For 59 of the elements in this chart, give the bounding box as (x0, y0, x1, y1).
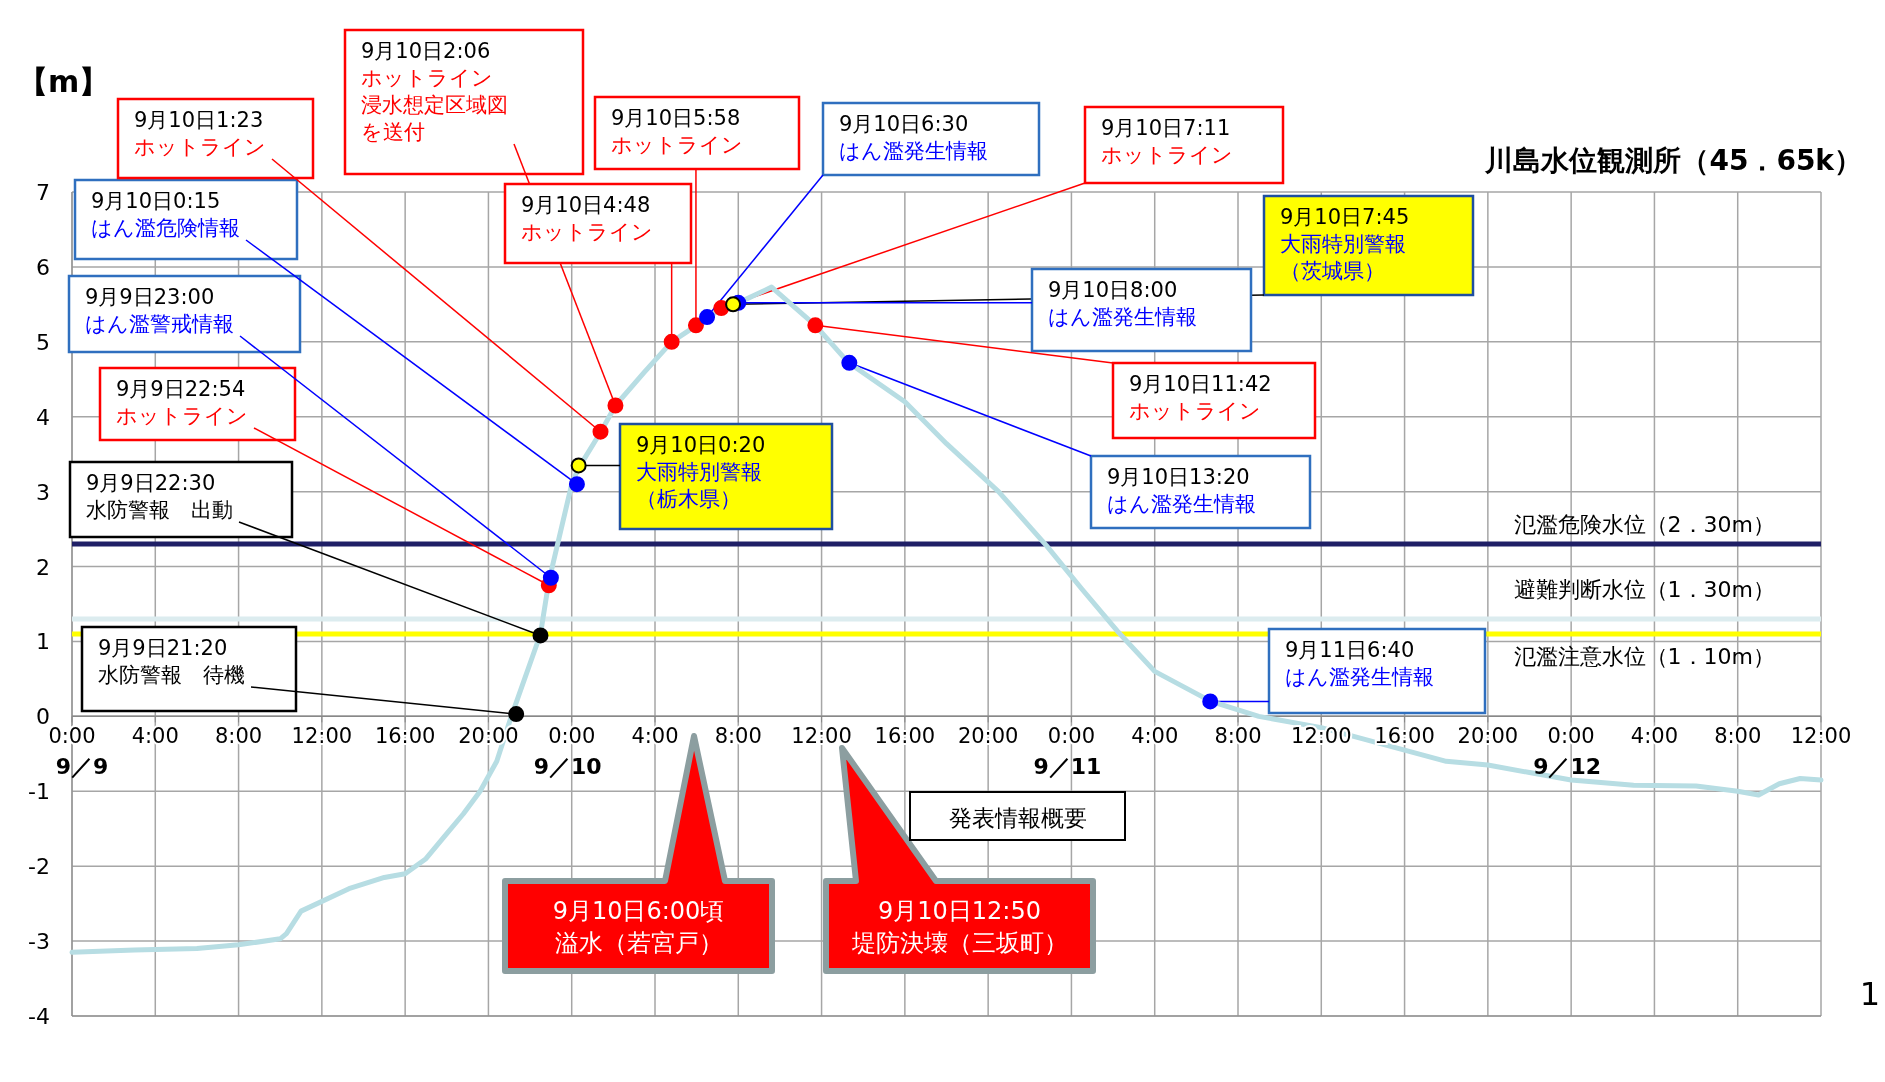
y-tick-label: 0 (36, 704, 50, 730)
x-tick-label: 8:00 (714, 724, 762, 749)
x-tick-label: 12:00 (1790, 724, 1852, 749)
annotation: 9月10日11:42 ホットライン (1129, 372, 1272, 423)
ref-line-label: 氾濫危険水位（2．30m） (1513, 512, 1775, 538)
y-axis-title: 【m】 (18, 64, 110, 99)
annotation: 9月10日12:50 堤防決壊（三坂町） (850, 897, 1068, 957)
annotation: 9月10日7:11 ホットライン (1101, 116, 1233, 167)
x-tick-label: 4:00 (631, 724, 679, 749)
annotation: 9月9日23:00 はん濫警戒情報 (85, 285, 234, 336)
y-tick-label: 6 (36, 254, 50, 280)
annotation: 9月10日1:23 ホットライン (134, 108, 266, 159)
y-tick-label: 7 (36, 180, 50, 205)
y-tick-label: -3 (28, 929, 50, 955)
y-tick-label: 1 (36, 629, 50, 655)
y-tick-label: -1 (28, 779, 50, 805)
annotation: 9月10日6:30 はん濫発生情報 (839, 112, 988, 163)
x-tick-label: 12:00 (791, 724, 852, 749)
x-tick-label: 16:00 (1374, 724, 1435, 749)
annotation: 9月10日0:20 大雨特別警報（栃木県） (636, 433, 766, 511)
x-tick-label: 12:00 (291, 724, 353, 749)
annotation: 9月10日4:48 ホットライン (521, 193, 653, 244)
x-tick-label: 8:00 (214, 724, 263, 749)
annotation: 9月10日13:20 はん濫発生情報 (1107, 465, 1256, 516)
y-tick-label: -4 (28, 1004, 50, 1029)
y-tick-label: 2 (36, 554, 50, 580)
annotation: 9月10日6:00頃溢水（若宮戸） (552, 897, 725, 957)
ref-line-label: 氾濫注意水位（1．10m） (1513, 643, 1775, 669)
x-tick-label: 4:00 (1131, 724, 1179, 749)
x-tick-label: 4:00 (1630, 724, 1679, 749)
annotation: 9月10日7:45 大雨特別警報（茨城県） (1280, 205, 1410, 283)
x-tick-label: 0:00 9／12 (1533, 724, 1602, 780)
y-tick-label: 3 (36, 479, 50, 505)
x-tick-label: 20:00 (1457, 724, 1519, 749)
ref-line-label: 避難判断水位（1．30m） (1513, 576, 1775, 602)
x-tick-label: 12:00 (1291, 724, 1352, 749)
x-tick-label: 8:00 (1214, 724, 1262, 749)
y-tick-label: 5 (36, 329, 50, 355)
annotation: 9月11日6:40 はん濫発生情報 (1285, 638, 1434, 689)
y-tick-label: -2 (28, 854, 50, 880)
x-tick-label: 20:00 (957, 724, 1019, 749)
y-tick-label: 4 (36, 404, 50, 430)
annotation: 発表情報概要 (948, 805, 1087, 831)
annotation: 9月10日5:58 ホットライン (611, 106, 743, 157)
annotation: 9月9日22:30 水防警報 出動 (86, 471, 233, 522)
x-tick-label: 4:00 (131, 724, 179, 749)
text: 1 (1859, 975, 1880, 1013)
annotation: 9月10日2:06 ホットライン浸水想定区域図を送付 (361, 39, 508, 144)
annotation: 9月9日21:20 水防警報 待機 (98, 636, 245, 687)
x-tick-label: 16:00 (874, 724, 936, 749)
x-tick-label: 16:00 (374, 724, 436, 749)
annotation: 9月10日0:15 はん濫危険情報 (91, 189, 240, 240)
chart-title: 川島水位観測所（45．65k） (1484, 144, 1862, 177)
x-tick-label: 0:00 9／10 (533, 724, 602, 780)
x-tick-label: 0:00 9／9 (48, 724, 109, 780)
x-tick-label: 0:00 9／11 (1033, 724, 1102, 780)
annotation: 9月9日22:54 ホットライン (116, 377, 248, 428)
x-tick-label: 8:00 (1714, 724, 1762, 749)
x-tick-label: 20:00 (458, 724, 519, 749)
